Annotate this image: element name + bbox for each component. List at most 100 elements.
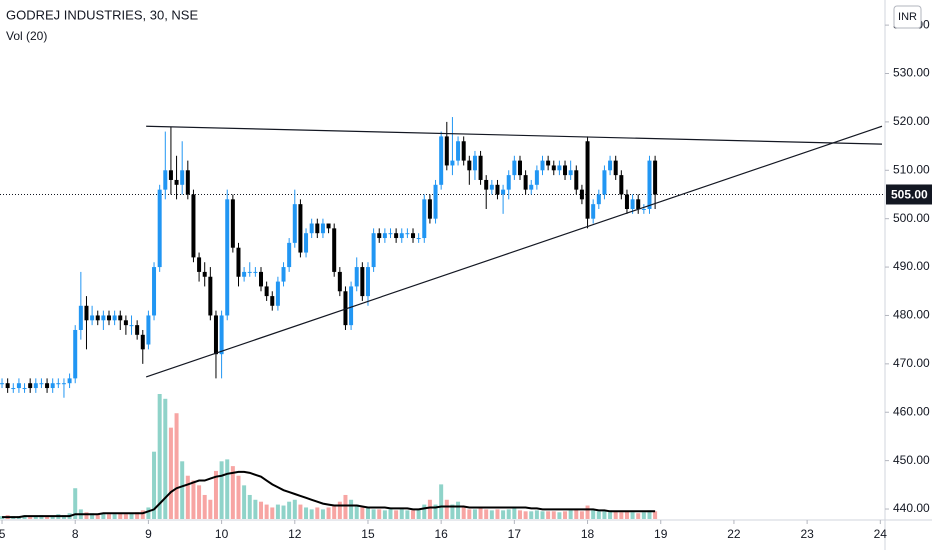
volume-bar — [591, 510, 596, 519]
candle-body — [523, 175, 528, 190]
y-tick-label: 460.00 — [893, 404, 930, 418]
candle-body — [461, 141, 466, 161]
candle-body — [11, 388, 16, 390]
volume-bar — [523, 511, 528, 519]
volume-bar — [118, 513, 123, 519]
candle-body — [168, 170, 173, 180]
candle-body — [337, 271, 342, 292]
candle-body — [236, 247, 241, 277]
volume-bar — [444, 499, 449, 519]
candle-body — [647, 160, 652, 210]
candle-body — [191, 194, 196, 258]
candle-body — [630, 199, 635, 210]
last-price-label: 505.00 — [891, 188, 928, 202]
volume-bar — [152, 451, 157, 519]
candle-body — [551, 165, 556, 171]
volume-bar — [512, 507, 517, 519]
y-tick-label: 490.00 — [893, 259, 930, 273]
candle-body — [574, 170, 579, 190]
volume-bar — [557, 512, 562, 519]
candle-body — [343, 291, 348, 326]
candle-body — [22, 388, 27, 390]
candle-body — [101, 315, 106, 321]
candle-body — [394, 233, 399, 239]
volume-bar — [602, 511, 607, 519]
candle-body — [563, 165, 568, 176]
volume-bar — [123, 514, 128, 519]
y-tick-label: 530.00 — [893, 66, 930, 80]
candle-body — [360, 267, 365, 297]
x-tick-label: 10 — [215, 527, 229, 541]
volume-bar — [461, 507, 466, 519]
volume-bar — [568, 510, 573, 519]
x-tick-label: 16 — [434, 527, 448, 541]
volume-bar — [405, 510, 410, 519]
y-tick-label: 480.00 — [893, 308, 930, 322]
volume-bar — [168, 427, 173, 519]
volume-bar — [416, 509, 421, 519]
volume-bar — [506, 509, 511, 519]
candle-body — [174, 179, 179, 185]
candle-body — [596, 194, 601, 205]
candle-body — [90, 315, 95, 321]
candle-body — [377, 233, 382, 239]
volume-bar — [377, 509, 382, 519]
candle-body — [315, 223, 320, 234]
candle-body — [135, 325, 140, 335]
volume-bar — [326, 507, 331, 519]
candle-body — [106, 315, 111, 321]
candle-body — [382, 233, 387, 239]
x-tick-label: 24 — [874, 527, 888, 541]
candle-body — [309, 223, 314, 234]
candle-body — [95, 315, 100, 321]
candle-body — [298, 204, 303, 253]
currency-box[interactable] — [893, 5, 922, 29]
volume-bar — [242, 485, 247, 519]
candle-body — [371, 233, 376, 268]
candle-body — [602, 170, 607, 195]
candle-body — [219, 315, 224, 355]
candle-body — [33, 383, 38, 389]
candle-body — [416, 238, 421, 240]
volume-bar — [337, 501, 342, 519]
volume-bar — [247, 494, 252, 519]
candle-body — [56, 383, 61, 385]
volume-bar — [90, 513, 95, 519]
candle-body — [163, 170, 168, 190]
volume-bar — [343, 494, 348, 519]
candle-body — [613, 160, 618, 176]
candle-body — [123, 320, 128, 326]
volume-bar — [259, 501, 264, 519]
volume-bar — [73, 488, 78, 519]
trendline — [145, 125, 883, 378]
candle-body — [501, 189, 506, 195]
volume-bar — [202, 494, 207, 519]
candle-body — [185, 170, 190, 195]
volume-bar — [433, 504, 438, 519]
candle-body — [568, 170, 573, 176]
volume-bar — [315, 507, 320, 519]
x-tick-label: 17 — [508, 527, 522, 541]
candle-body — [197, 257, 202, 272]
candle-body — [619, 175, 624, 195]
candle-body — [495, 184, 500, 195]
candle-body — [354, 267, 359, 287]
volume-bar — [484, 509, 489, 519]
candle-body — [529, 184, 534, 190]
candle-body — [84, 305, 89, 321]
candle-body — [405, 233, 410, 235]
volume-bar — [95, 514, 100, 519]
volume-bar — [371, 509, 376, 519]
candle-body — [411, 233, 416, 239]
candle-body — [230, 199, 235, 248]
volume-bar — [129, 513, 134, 519]
volume-bar — [236, 475, 241, 519]
candle-body — [50, 383, 55, 389]
candle-body — [270, 296, 275, 306]
volume-bar — [411, 510, 416, 519]
volume-bar — [191, 480, 196, 519]
volume-bar — [309, 509, 314, 519]
candle-body — [320, 223, 325, 234]
volume-bar — [540, 511, 545, 519]
candle-body — [118, 315, 123, 321]
